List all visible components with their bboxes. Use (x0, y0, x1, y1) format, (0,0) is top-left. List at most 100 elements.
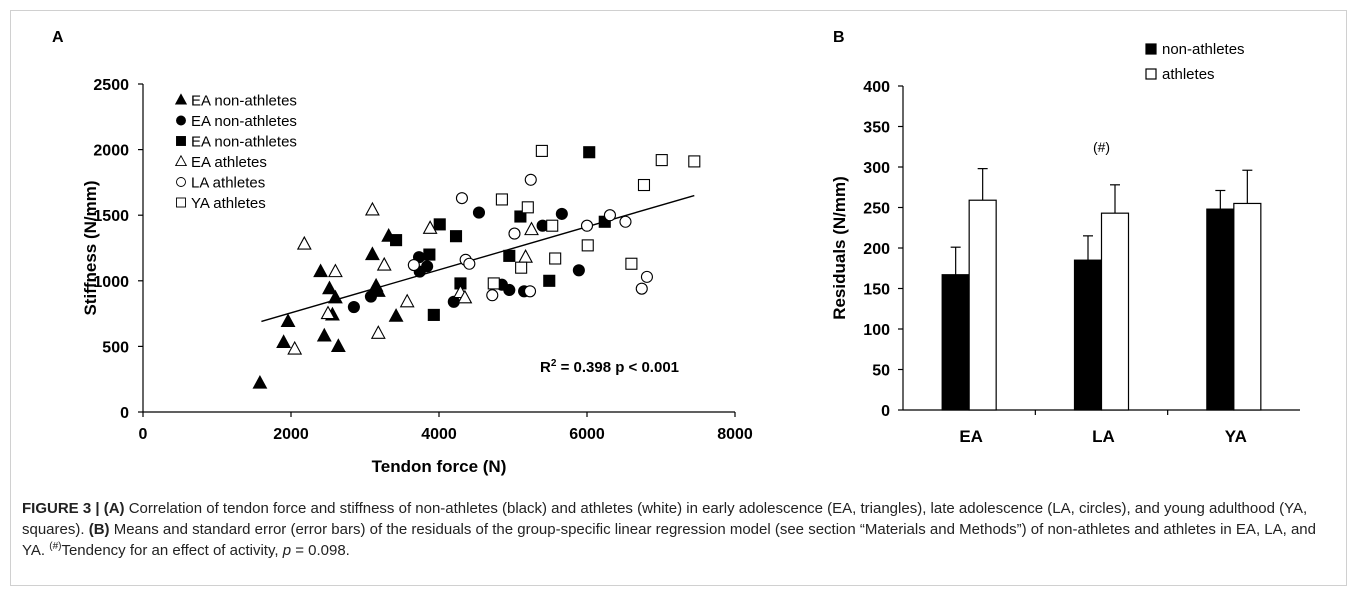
panel-a-point (486, 289, 499, 302)
panel-a-point (524, 173, 537, 186)
panel-b-letter: B (833, 29, 845, 46)
panel-a-x-tick-label: 4000 (421, 426, 457, 443)
panel-a-y-tick-label: 0 (120, 405, 129, 422)
figure-caption: FIGURE 3 | (A) Correlation of tendon for… (22, 498, 1332, 561)
panel-a-point (637, 178, 651, 192)
panel-a-x-tick-label: 6000 (569, 426, 605, 443)
panel-a-points (252, 144, 701, 389)
panel-a-point (364, 290, 377, 303)
panel-a-x-axis-label: Tendon force (N) (372, 457, 507, 476)
panel-a-point (503, 249, 516, 262)
panel-b-y-tick-label: 0 (881, 403, 890, 420)
panel-a-point (252, 374, 268, 389)
panel-b: B 0 50 100 150 200 250 300 350 400 EA LA YA non-ath… (830, 29, 1300, 446)
panel-a-point (376, 256, 392, 271)
panel-b-legend-marker (1145, 68, 1157, 80)
panel-a-point (313, 263, 329, 278)
panel-a-point (327, 263, 343, 278)
caption-part-b-label: (B) (88, 521, 110, 538)
caption-part-a-text: Correlation of tendon force and stiffnes… (22, 500, 1308, 538)
panel-a-point (399, 293, 415, 308)
panel-a-y-tick-label: 1500 (93, 208, 129, 225)
panel-a-point (330, 338, 346, 352)
panel-a-point (457, 289, 473, 304)
panel-a-point (503, 283, 516, 297)
panel-a-point (390, 234, 403, 247)
panel-b-y-tick-label: 400 (863, 79, 890, 96)
panel-b-y-tick-label: 250 (863, 201, 890, 218)
panel-a-y-tick-label: 500 (102, 339, 129, 356)
panel-a-axes: 0 2000 4000 6000 8000 0 500 1000 1500 2000 2500 (93, 77, 752, 443)
panel-a-point (422, 220, 438, 234)
panel-b-category-label: YA (1225, 427, 1247, 446)
panel-a-legend-marker (176, 177, 186, 187)
panel-b-legend: non-athletes athletes (1145, 41, 1245, 83)
panel-a-legend-label: EA non-athletes (191, 134, 297, 151)
panel-a-point (583, 146, 596, 159)
panel-a-point (316, 327, 332, 342)
panel-a-point (523, 285, 537, 298)
caption-part-a-label: (A) (103, 500, 125, 517)
panel-a-point (580, 219, 594, 232)
panel-a: A 0 2000 4000 6000 800005001000150020002500 … (52, 29, 753, 476)
panel-b-tendency-annotation: (#) (1093, 139, 1110, 155)
panel-a-point (625, 257, 638, 270)
panel-b-y-tick-label: 50 (872, 363, 890, 380)
panel-b-axes: 0 50 100 150 200 250 300 350 400 EA LA YA (863, 79, 1300, 446)
panel-a-point (495, 193, 508, 206)
panel-a-point (280, 313, 296, 328)
panel-a-point (572, 264, 585, 277)
panel-a-legend: EA non-athletes EA non-athletes EA non-ath… (174, 93, 297, 212)
panel-a-point (322, 280, 337, 295)
panel-a-point (449, 230, 463, 243)
panel-a-legend-marker (176, 136, 186, 146)
panel-b-legend-label: non-athletes (1162, 41, 1245, 58)
panel-b-category-label: LA (1092, 427, 1115, 446)
panel-b-legend-label: athletes (1162, 66, 1215, 83)
panel-a-point (364, 246, 380, 261)
panel-b-y-tick-label: 150 (863, 282, 890, 299)
panel-a-point (515, 261, 528, 274)
panel-a-legend-label: YA athletes (191, 195, 266, 212)
panel-a-legend-marker (176, 197, 186, 208)
panel-b-bar (1100, 212, 1130, 411)
panel-a-point (640, 270, 653, 283)
caption-figure-label: FIGURE 3 | (22, 500, 104, 517)
panel-a-point (423, 248, 436, 261)
panel-a-point (455, 192, 468, 205)
caption-p-value: = 0.098. (291, 542, 350, 559)
caption-footnote-mark: (#) (49, 541, 62, 552)
panel-a-point (581, 239, 594, 252)
panel-a-point (327, 289, 343, 304)
caption-part-b-text: Means and standard error (error bars) of… (22, 521, 1316, 559)
panel-a-point (508, 227, 521, 240)
panel-a-x-tick-label: 8000 (717, 426, 753, 443)
panel-a-point (427, 308, 440, 321)
panel-a-y-tick-label: 2000 (93, 143, 129, 160)
panel-a-point (472, 206, 486, 219)
panel-a-y-tick-label: 2500 (93, 77, 129, 94)
panel-a-point (407, 259, 420, 272)
panel-a-point (549, 252, 562, 265)
panel-b-bar (968, 199, 997, 411)
panel-a-point (433, 218, 446, 231)
panel-a-point (370, 325, 386, 339)
panel-a-legend-marker (174, 93, 188, 105)
panel-a-point (688, 155, 701, 168)
panel-b-y-axis-label: Residuals (N/mm) (830, 176, 849, 320)
panel-a-y-tick-label: 1000 (93, 274, 129, 291)
panel-a-point (635, 282, 648, 295)
panel-a-point (546, 219, 559, 232)
panel-b-bar (1073, 259, 1103, 411)
panel-a-point (364, 201, 380, 216)
panel-a-legend-marker (176, 115, 186, 126)
panel-a-point (276, 334, 292, 349)
panel-a-point (518, 249, 534, 263)
panel-a-y-axis-label: Stiffness (N/mm) (81, 180, 100, 315)
panel-a-point (487, 277, 500, 290)
panel-a-point (347, 300, 360, 314)
panel-b-y-tick-label: 200 (863, 241, 890, 258)
panel-b-bars (941, 168, 1262, 411)
panel-a-point (388, 308, 404, 322)
panel-a-point (287, 340, 303, 355)
